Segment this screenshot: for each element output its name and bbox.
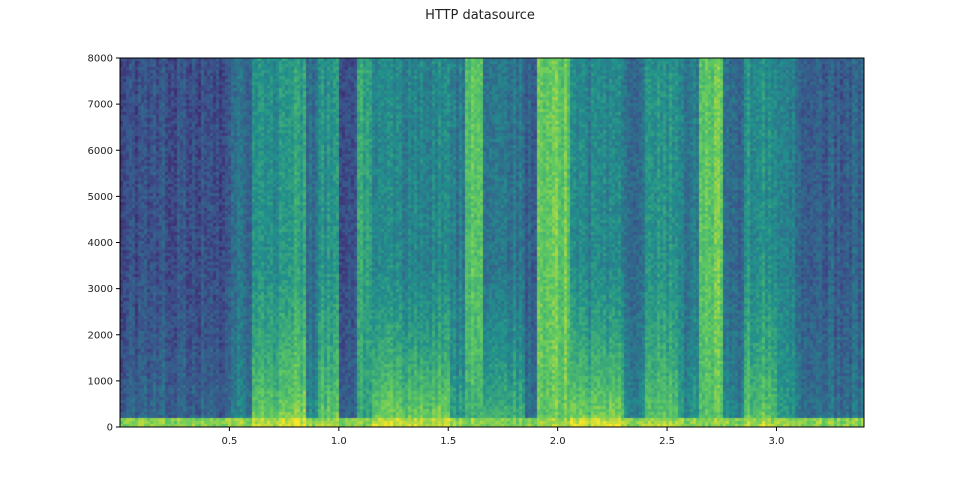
x-tick-label: 2.5 bbox=[659, 436, 675, 447]
y-tick-label: 6000 bbox=[88, 146, 113, 157]
x-tick-label: 0.5 bbox=[221, 436, 237, 447]
y-tick-label: 4000 bbox=[88, 238, 113, 249]
y-tick-label: 8000 bbox=[88, 54, 113, 65]
y-tick-label: 7000 bbox=[88, 100, 113, 111]
x-tick-label: 2.0 bbox=[550, 436, 566, 447]
x-tick-label: 3.0 bbox=[769, 436, 785, 447]
y-tick-label: 0 bbox=[107, 423, 113, 434]
y-tick-label: 1000 bbox=[88, 376, 113, 387]
y-tick-label: 2000 bbox=[88, 330, 113, 341]
plot-frame bbox=[119, 57, 865, 428]
y-tick-label: 5000 bbox=[88, 192, 113, 203]
chart-title: HTTP datasource bbox=[425, 8, 535, 23]
spectrogram-image bbox=[120, 58, 864, 427]
x-tick-label: 1.5 bbox=[440, 436, 456, 447]
x-tick-label: 1.0 bbox=[331, 436, 347, 447]
y-tick-label: 3000 bbox=[88, 284, 113, 295]
